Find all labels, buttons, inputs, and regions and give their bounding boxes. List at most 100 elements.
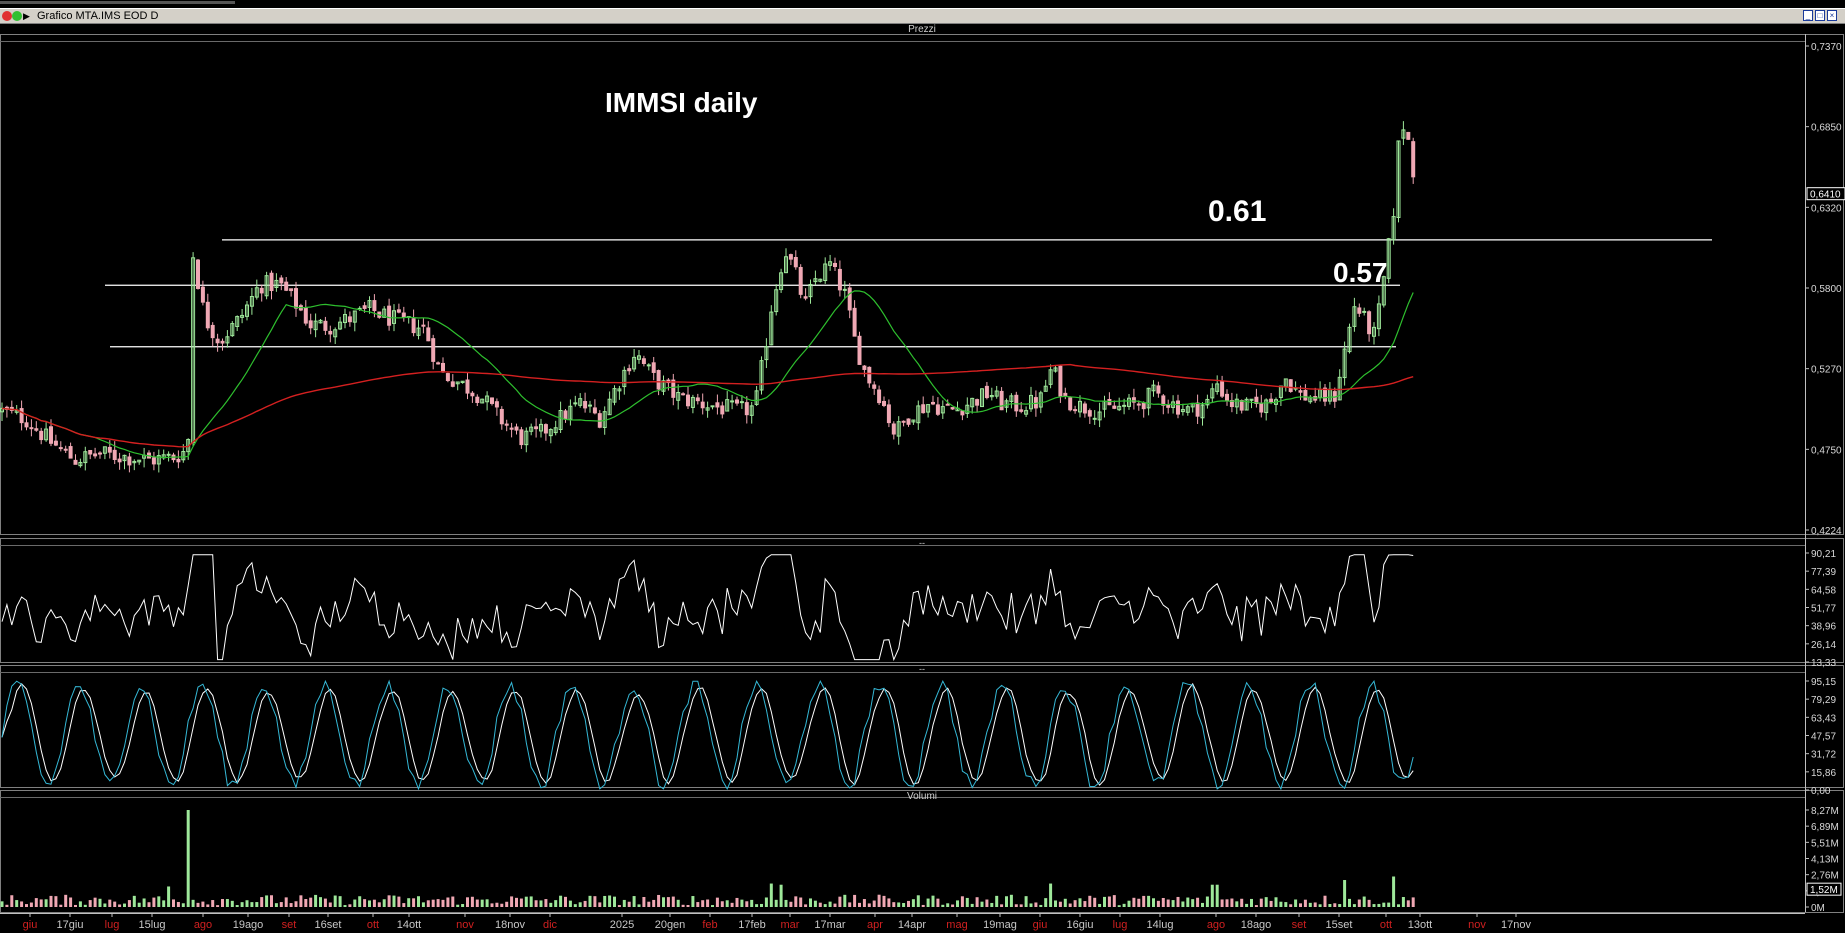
volume-bar [299,895,303,907]
candle-body [1225,393,1229,402]
candle-body [1327,388,1332,402]
candle-body [68,446,73,459]
candle-body [323,320,328,331]
volume-bar [69,897,73,907]
volume-bar [20,901,24,907]
volume-bar [1152,898,1155,907]
candle-body [117,458,122,463]
candle-body [744,402,749,416]
candle-body [715,402,720,408]
volume-bar [201,901,205,907]
x-axis-label: 20gen [655,919,686,931]
candle-body [1009,395,1014,402]
volume-bar [157,896,161,907]
candle-body [940,406,945,414]
volume-bar [1254,905,1258,907]
window-titlebar[interactable]: ▶ Grafico MTA.IMS EOD D _ □ × [0,8,1845,24]
candle-body [1337,376,1342,401]
candle-body [970,397,975,408]
volume-bar [485,899,489,907]
volume-bar [1161,897,1165,907]
volume-bar [1181,901,1185,907]
candle-body [303,306,308,324]
candle-body [1156,385,1161,394]
candle-body [671,379,676,398]
rsi-panel[interactable] [1,554,1414,662]
price-y-tick-label: 0,7370 [1811,42,1842,53]
play-arrow-icon[interactable]: ▶ [23,11,30,21]
volume-bar [951,904,955,907]
ma-short-line [1,290,1414,459]
volume-bar [172,899,175,907]
volume-bar [647,901,651,907]
volume-bar [671,896,675,907]
candle-body [1347,326,1352,353]
volume-bar [64,894,68,907]
candle-body [901,420,906,423]
volume-bar [1054,900,1057,907]
volume-bar [892,902,896,907]
stoch-y-tick-label: 47,57 [1811,732,1836,743]
candle-body [53,440,58,446]
candle-body [999,390,1004,411]
volume-bar [1210,884,1214,907]
volume-bar [995,895,999,907]
candle-body [1078,400,1082,413]
volume-bar [358,896,362,907]
x-axis-label: 14lug [1147,919,1174,931]
price-panel[interactable] [0,121,1713,473]
minimize-icon[interactable]: _ [1803,10,1813,21]
x-axis-label: set [282,919,297,931]
level-high-label: 0.61 [1208,195,1266,228]
x-axis-label: 16set [315,919,342,931]
volume-bar [260,897,264,907]
volume-bar [426,900,430,907]
candle-body [813,278,818,283]
volume-bar [1259,898,1263,907]
volume-bar [573,904,577,907]
candle-body [470,392,475,397]
volume-panel[interactable] [0,810,1415,907]
x-axis-label: 18nov [495,919,525,931]
candle-body [78,461,83,467]
candle-body [465,379,470,394]
volume-bar [162,900,166,907]
volume-bar [1245,903,1249,907]
volume-bar [387,895,391,907]
candle-body [592,407,597,414]
volume-bar [1063,898,1067,907]
candle-body [764,346,769,361]
candle-body [808,283,813,298]
x-axis-label: lug [1113,919,1128,931]
stoch-y-tick-label: 15,86 [1811,768,1836,779]
rsi-panel-title: -- [919,538,925,548]
candle-body [1229,400,1234,408]
x-axis-label: ago [1207,919,1225,931]
volume-bar [799,897,803,907]
volume-bar [789,901,793,907]
volume-bar [617,905,621,907]
candle-body [720,405,725,415]
candle-body [156,455,161,465]
candle-body [431,338,436,362]
volume-bar [779,884,783,907]
y-axes: 0,7370 0,6850 0,6320 0,5800 0,5270 0,4750 0,42… [1805,42,1845,914]
green-dot-icon[interactable] [12,11,22,21]
ma-long-line [1,363,1414,448]
candle-body [1386,238,1391,279]
candle-body [367,300,372,308]
stoch-panel[interactable] [1,679,1414,791]
candle-body [1367,311,1372,335]
candle-body [1068,397,1073,411]
volume-bar [887,898,891,907]
volume-bar [1220,899,1224,907]
close-icon[interactable]: × [1827,10,1837,21]
x-axis-label: 17nov [1501,919,1531,931]
stoch-k-line [1,679,1414,791]
red-dot-icon[interactable] [2,11,12,21]
candle-body [1234,398,1239,408]
candle-body [191,257,196,444]
candle-body [803,296,808,299]
maximize-icon[interactable]: □ [1815,10,1825,21]
